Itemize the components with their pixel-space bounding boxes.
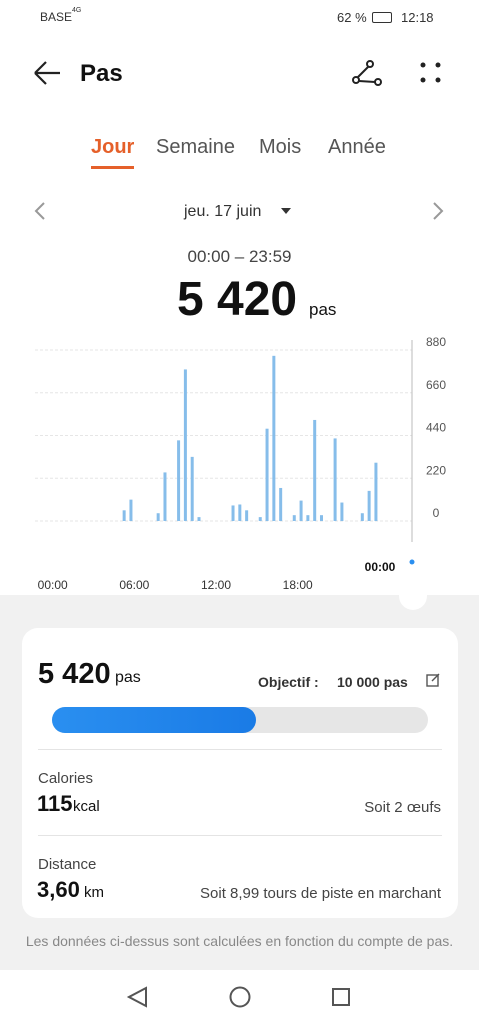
card-steps: 5 420 xyxy=(38,658,111,690)
network: 4G xyxy=(72,7,82,14)
nav-bar xyxy=(126,986,350,1008)
footnote: Les données ci-dessus sont calculées en … xyxy=(0,932,479,951)
tab[interactable]: Semaine xyxy=(156,136,235,158)
separator xyxy=(38,749,442,750)
calories-value: 115 xyxy=(37,791,73,816)
bar xyxy=(272,355,276,521)
x-tick-label: 18:00 xyxy=(283,578,313,592)
summary-card: 5 420 pas Objectif : 10 000 pas Calories… xyxy=(22,628,458,918)
y-tick-label: 440 xyxy=(426,421,446,435)
bar xyxy=(245,510,249,521)
bar xyxy=(231,505,235,521)
y-tick-label: 660 xyxy=(426,378,446,392)
cursor-dot xyxy=(409,559,415,565)
battery-level: 62 % xyxy=(337,10,367,25)
distance-label: Distance xyxy=(38,856,97,873)
distance-note: Soit 8,99 tours de piste en marchant xyxy=(200,885,441,902)
bar xyxy=(197,517,201,521)
bar xyxy=(238,504,242,521)
bar xyxy=(313,419,317,521)
nav-recent[interactable] xyxy=(332,988,350,1006)
distance-value: 3,60 xyxy=(37,877,80,902)
x-tick-label: 12:00 xyxy=(201,578,231,592)
progress-track xyxy=(52,707,428,733)
bar xyxy=(265,428,269,521)
distance-unit: km xyxy=(84,884,104,901)
y-tick-label: 220 xyxy=(426,463,446,477)
bar xyxy=(299,500,303,521)
tab[interactable]: Jour xyxy=(91,136,135,158)
bar xyxy=(374,462,378,521)
nav-back[interactable] xyxy=(126,986,147,1008)
scroll-handle[interactable] xyxy=(399,582,427,610)
tab[interactable]: Année xyxy=(328,136,386,158)
x-tick-label: 00:00 xyxy=(38,578,68,592)
tab-underline xyxy=(91,166,134,169)
calories-label: Calories xyxy=(38,770,94,787)
goal-value: 10 000 pas xyxy=(337,674,408,690)
bar xyxy=(360,513,364,521)
separator xyxy=(38,835,442,836)
chart: 0 220 440 660 880 00:00 06:00 12:00 18:00 00:00 xyxy=(35,335,446,592)
share-button[interactable] xyxy=(350,58,384,88)
bar xyxy=(163,472,167,521)
clock: 12:18 xyxy=(401,10,434,25)
y-tick-label: 880 xyxy=(426,335,446,349)
time-range: 00:00 – 23:59 xyxy=(187,247,292,266)
bar xyxy=(292,515,296,521)
bar xyxy=(183,369,187,521)
nav-home[interactable] xyxy=(229,986,251,1008)
cursor-label: 00:00 xyxy=(365,560,396,574)
calories-unit: kcal xyxy=(73,798,100,815)
bar xyxy=(333,438,337,521)
next-day[interactable] xyxy=(430,200,446,222)
edit-goal[interactable] xyxy=(425,672,441,688)
bar xyxy=(340,502,344,521)
tab[interactable]: Mois xyxy=(259,136,302,158)
bar xyxy=(367,490,371,521)
battery-icon xyxy=(372,12,392,23)
bar xyxy=(279,487,283,521)
back-button[interactable] xyxy=(30,58,64,88)
date[interactable]: jeu. 17 juin xyxy=(184,203,262,220)
more-button[interactable] xyxy=(418,60,444,86)
page-title: Pas xyxy=(80,60,123,87)
bar xyxy=(177,440,181,521)
bar xyxy=(122,510,126,521)
bar xyxy=(306,515,310,521)
calories-note: Soit 2 œufs xyxy=(364,799,441,816)
progress-fill xyxy=(52,707,256,733)
total-steps: 5 420 xyxy=(177,273,298,326)
goal-label: Objectif : xyxy=(258,674,319,690)
bar xyxy=(190,456,194,521)
bar xyxy=(258,517,262,521)
x-tick-label: 06:00 xyxy=(119,578,149,592)
card-steps-unit: pas xyxy=(115,669,141,686)
bar xyxy=(156,513,160,521)
bar xyxy=(129,499,133,521)
y-tick-label: 0 xyxy=(433,506,440,520)
date-dropdown[interactable] xyxy=(280,206,292,216)
bar xyxy=(319,515,323,521)
prev-day[interactable] xyxy=(32,200,48,222)
carrier: BASE xyxy=(40,10,73,24)
total-unit: pas xyxy=(309,300,337,319)
